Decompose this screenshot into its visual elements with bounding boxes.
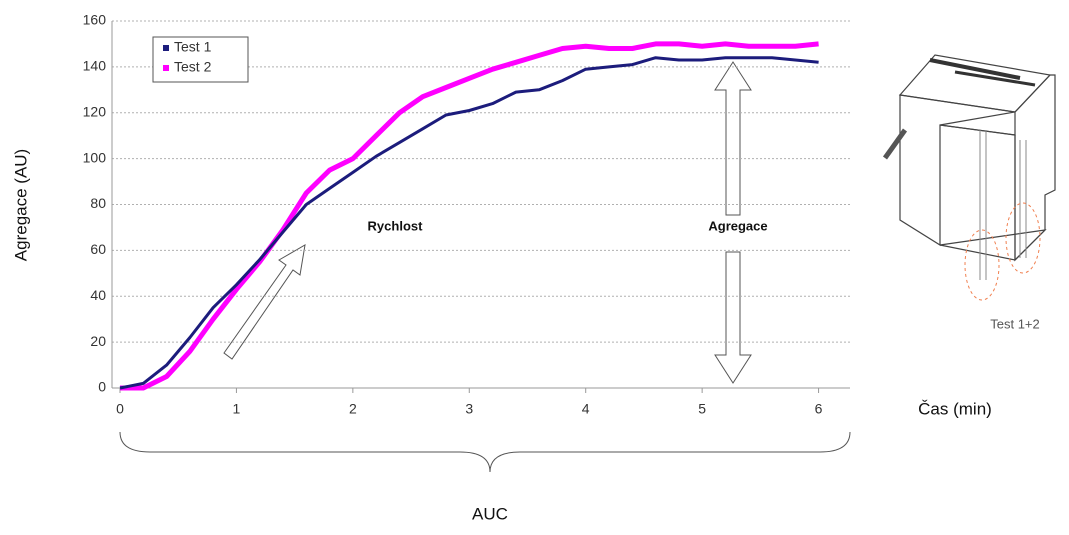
x-axis-label: Čas (min) (918, 399, 992, 418)
legend-label: Test 2 (174, 59, 212, 75)
brace (119, 431, 851, 473)
series-line (120, 41, 819, 391)
y-tick-label: 100 (83, 149, 107, 165)
x-tick-label: 4 (582, 401, 590, 417)
annotation: Agregace (708, 218, 767, 233)
y-tick-label: 120 (83, 103, 107, 119)
arrow (223, 244, 306, 360)
y-tick-label: 40 (90, 287, 106, 303)
arrow (714, 251, 752, 384)
x-tick-label: 3 (465, 401, 473, 417)
annotation: Rychlost (368, 218, 424, 233)
y-tick-label: 140 (83, 58, 107, 74)
arrow (714, 61, 752, 216)
legend-box (152, 36, 249, 83)
legend-marker (163, 65, 169, 71)
y-tick-label: 80 (90, 195, 106, 211)
y-tick-label: 160 (83, 12, 107, 28)
x-tick-label: 6 (815, 401, 823, 417)
y-tick-label: 0 (98, 379, 106, 395)
y-tick-label: 60 (90, 241, 106, 257)
legend-marker (163, 45, 169, 51)
x-tick-label: 2 (349, 401, 357, 417)
x-tick-label: 1 (233, 401, 241, 417)
series-line (119, 56, 819, 390)
y-axis-label: Agregace (AU) (11, 149, 30, 261)
x-tick-label: 0 (116, 401, 124, 417)
annotation: Test 1+2 (990, 316, 1040, 331)
legend-label: Test 1 (174, 39, 212, 55)
y-tick-label: 20 (90, 333, 106, 349)
annotation: AUC (472, 504, 508, 523)
x-tick-label: 5 (698, 401, 706, 417)
device-illustration (882, 54, 1056, 301)
